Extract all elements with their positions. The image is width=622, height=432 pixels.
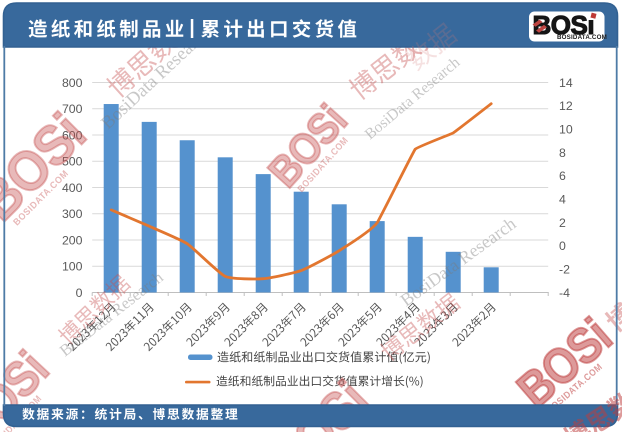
svg-text:6: 6 — [559, 169, 566, 183]
svg-text:0: 0 — [559, 239, 566, 253]
svg-text:0: 0 — [76, 286, 83, 300]
svg-text:100: 100 — [62, 260, 83, 274]
svg-text:BOSı: BOSı — [533, 10, 595, 40]
svg-text:800: 800 — [62, 76, 83, 90]
svg-text:8: 8 — [559, 146, 566, 160]
svg-text:400: 400 — [62, 181, 83, 195]
svg-text:4: 4 — [559, 193, 566, 207]
svg-text:BOSi: BOSi — [0, 102, 97, 233]
svg-text:500: 500 — [62, 155, 83, 169]
svg-text:600: 600 — [62, 128, 83, 142]
svg-text:700: 700 — [62, 102, 83, 116]
svg-text:BOSIDATA.COM: BOSIDATA.COM — [557, 34, 607, 41]
svg-text:-4: -4 — [559, 286, 570, 300]
svg-text:2: 2 — [559, 216, 566, 230]
svg-text:10: 10 — [559, 123, 573, 137]
svg-text:14: 14 — [559, 76, 573, 90]
svg-text:300: 300 — [62, 207, 83, 221]
svg-text:12: 12 — [559, 99, 573, 113]
svg-text:-2: -2 — [559, 263, 570, 277]
svg-text:200: 200 — [62, 233, 83, 247]
